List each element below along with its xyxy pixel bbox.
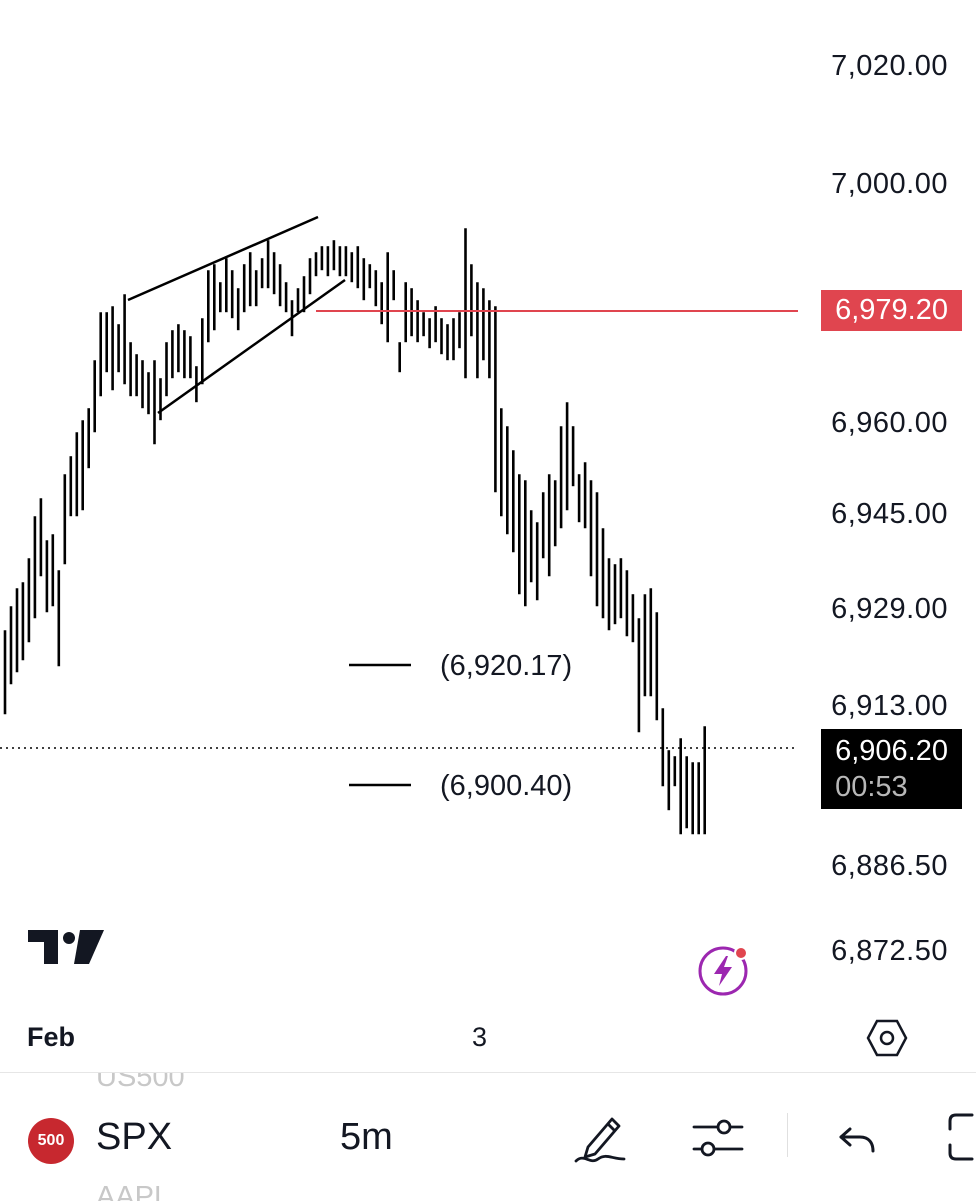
current-price-value: 6,906.20: [835, 735, 948, 767]
price-axis-label: 6,945.00: [831, 498, 948, 530]
level-label-lower: (6,900.40): [440, 770, 573, 802]
ohlc-bars: [3, 228, 707, 835]
lightning-bolt-icon[interactable]: [697, 943, 753, 1004]
time-axis-label: Feb: [27, 1022, 76, 1052]
time-axis-label: 3: [472, 1022, 488, 1052]
tradingview-logo-icon[interactable]: [28, 928, 104, 971]
level-label-upper: (6,920.17): [440, 650, 573, 682]
symbol-scroll-ghost-below: AAPL: [96, 1181, 171, 1201]
hexagon-settings-icon[interactable]: [866, 1018, 908, 1063]
current-price-tag: 6,906.20 00:53: [821, 729, 962, 809]
bar-countdown: 00:53: [835, 771, 908, 803]
price-axis-label: 6,960.00: [831, 407, 948, 439]
wedge-upper-trendline[interactable]: [127, 215, 319, 302]
wedge-lower-trendline[interactable]: [157, 278, 346, 415]
price-axis-label: 6,913.00: [831, 690, 948, 722]
undo-icon[interactable]: [836, 1109, 880, 1170]
pencil-draw-icon[interactable]: [572, 1109, 628, 1170]
bottom-toolbar: US500 500 SPX AAPL 5m: [0, 1072, 976, 1201]
chart-area[interactable]: 7,020.00 7,000.00 6,960.00 6,945.00 6,92…: [0, 0, 976, 1010]
toolbar-divider: [787, 1113, 788, 1157]
price-axis-label: 7,000.00: [831, 168, 948, 200]
symbol-badge[interactable]: 500: [28, 1118, 74, 1164]
price-chart-svg[interactable]: [0, 0, 976, 1010]
interval-selector[interactable]: 5m: [340, 1116, 393, 1158]
price-axis-label: 6,872.50: [831, 935, 948, 967]
sliders-icon[interactable]: [690, 1109, 746, 1170]
price-axis-label: 7,020.00: [831, 50, 948, 82]
price-axis-label: 6,886.50: [831, 850, 948, 882]
symbol-scroll-ghost-above: US500: [96, 1072, 185, 1093]
alert-price-tag[interactable]: 6,979.20: [821, 290, 962, 331]
symbol-selector[interactable]: SPX: [96, 1116, 173, 1158]
fullscreen-bracket-icon[interactable]: [944, 1109, 976, 1170]
price-axis-label: 6,929.00: [831, 593, 948, 625]
